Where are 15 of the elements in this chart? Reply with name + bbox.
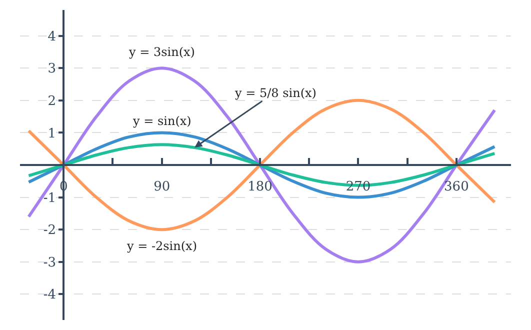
series-label: y = 3sin(x) (128, 45, 195, 59)
x-tick-label: 360 (444, 180, 469, 195)
y-tick-label: -3 (43, 255, 56, 270)
x-tick-label: 90 (154, 180, 170, 195)
y-tick-label: 1 (48, 126, 56, 142)
series-label: y = -2sin(x) (126, 239, 198, 253)
x-tick-label: 180 (248, 180, 272, 195)
series-label: y = sin(x) (132, 114, 192, 128)
y-tick-label: -4 (43, 288, 56, 303)
y-tick-label: -2 (43, 223, 56, 238)
y-tick-label: 4 (48, 29, 56, 44)
y-tick-label: 2 (48, 94, 56, 109)
text: y = 5/8 sin(x) (234, 86, 316, 100)
y-tick-label: -1 (43, 190, 56, 206)
y-tick-label: 3 (48, 62, 56, 77)
